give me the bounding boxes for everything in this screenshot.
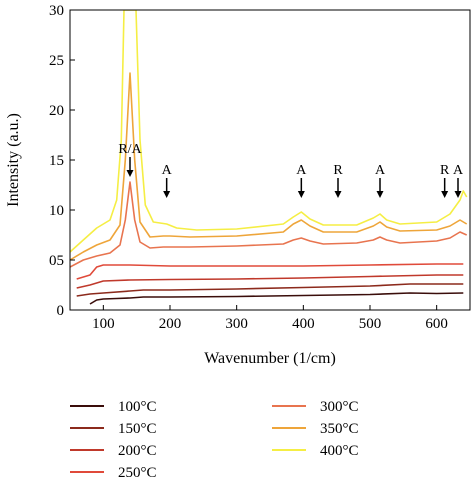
legend-label-5: 300°C [320,399,359,415]
x-axis-title: Wavenumber (1/cm) [204,350,336,367]
x-tick-label-1: 100 [92,316,115,332]
annotation-label-6: R [440,163,450,178]
legend-label-1: 100°C [118,399,157,415]
y-tick-label-5: 20 [49,103,64,119]
series-line-4 [76,263,464,280]
plot-area [70,10,468,305]
x-tick-label-5: 500 [359,316,382,332]
legend-label-4: 250°C [118,465,157,481]
legend-label-2: 150°C [118,421,157,437]
x-tick-label-3: 300 [225,316,248,332]
annotation-arrow-head-7 [454,191,462,198]
y-tick-label-7: 30 [49,3,64,19]
annotation-arrow-head-1 [126,170,134,177]
series-line-1 [89,292,464,305]
annotation-label-3: A [296,163,307,178]
annotation-arrow-head-5 [376,191,384,198]
series-line-3 [76,274,464,289]
series-line-5 [70,181,468,268]
y-tick-label-3: 10 [49,203,64,219]
y-axis-title: Intensity (a.u.) [5,113,22,207]
series-line-2 [76,283,464,297]
y-tick-label-2: 05 [49,253,64,269]
annotation-label-7: A [453,163,464,178]
legend-label-6: 350°C [320,421,359,437]
legend: 100°C 150°C 200°C 250°C 300°C 350°C 400°C [70,399,359,481]
axes: 100 200 300 400 500 600 0 05 10 15 20 25 30 [49,3,471,332]
annotation-arrow-head-3 [297,191,305,198]
annotation-label-1: R/A [118,142,142,157]
annotation-arrow-head-6 [441,191,449,198]
y-tick-label-4: 15 [49,153,64,169]
y-tick-label-6: 25 [49,53,64,69]
annotations: R/AA A R A R A [118,142,464,198]
annotation-arrow-head-4 [334,191,342,198]
y-tick-label-1: 0 [57,303,65,319]
legend-label-3: 200°C [118,443,157,459]
annotation-label-4: R [333,163,343,178]
x-tick-label-2: 200 [159,316,182,332]
annotation-label-5: A [375,163,386,178]
series-line-6 [70,72,468,261]
x-tick-label-6: 600 [425,316,448,332]
annotation-label-2: A [162,163,173,178]
legend-label-7: 400°C [320,443,359,459]
annotation-arrow-head-2 [163,191,171,198]
series-line-7 [70,10,468,253]
x-tick-label-4: 400 [292,316,315,332]
